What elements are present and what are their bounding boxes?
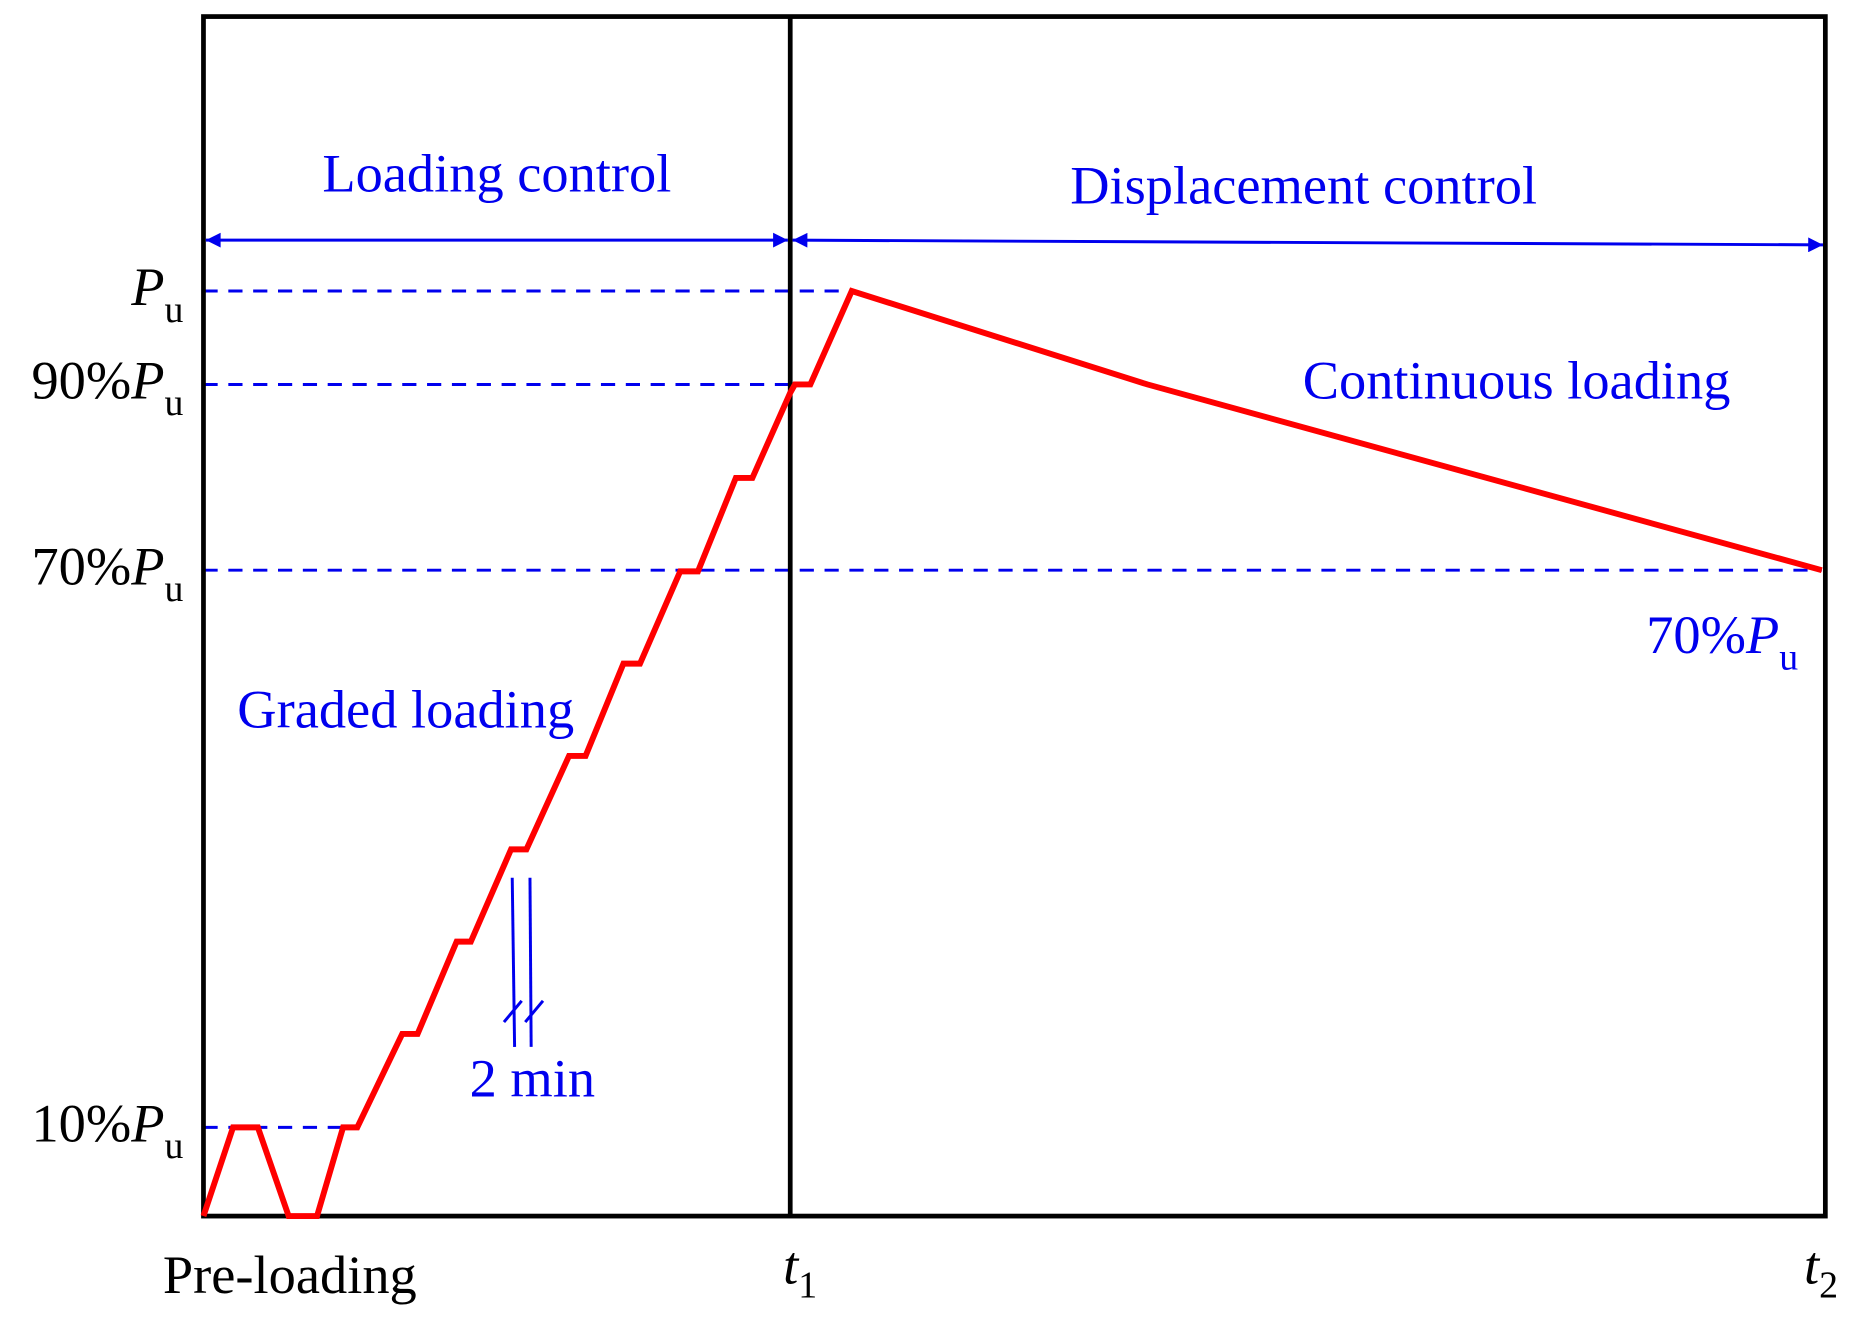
level-label: Pu — [130, 257, 183, 331]
subscript: 1 — [798, 1265, 817, 1307]
end-level-label: 70%Pu — [1646, 605, 1798, 679]
level-lines — [203, 289, 1822, 1129]
marker-tick — [502, 999, 523, 1024]
marker-tick — [524, 999, 545, 1024]
marker-line — [528, 877, 533, 1047]
prefix: 10% — [31, 1094, 131, 1154]
prefix: 90% — [31, 351, 131, 411]
annotation: 2 min — [470, 1049, 595, 1109]
symbol: P — [1745, 605, 1779, 665]
symbol: P — [130, 536, 164, 596]
marker-line — [510, 877, 517, 1047]
prefix: 70% — [1646, 605, 1746, 665]
interval-marker — [502, 877, 545, 1047]
time-label: t1 — [783, 1236, 817, 1307]
annotation: Pre-loading — [163, 1245, 417, 1305]
level-label: 10%Pu — [31, 1094, 183, 1168]
symbol: P — [130, 257, 164, 317]
region-label: Loading control — [322, 144, 671, 204]
annotation: Graded loading — [237, 680, 574, 740]
level-label: 90%Pu — [31, 351, 183, 425]
annotation: Continuous loading — [1303, 351, 1731, 411]
symbol: t — [1804, 1236, 1821, 1296]
subscript: u — [164, 289, 183, 331]
time-label: t2 — [1804, 1236, 1838, 1307]
region-label: Displacement control — [1070, 155, 1537, 215]
load-curve — [200, 287, 1823, 1220]
level-label: 70%Pu — [31, 536, 183, 610]
prefix: 70% — [31, 536, 131, 596]
subscript: u — [1779, 637, 1798, 679]
region-arrow — [792, 232, 1823, 253]
subscript: u — [164, 568, 183, 610]
symbol: P — [130, 351, 164, 411]
symbol: P — [130, 1094, 164, 1154]
subscript: 2 — [1819, 1265, 1838, 1307]
subscript: u — [164, 382, 183, 424]
subscript: u — [164, 1125, 183, 1167]
symbol: t — [783, 1236, 800, 1296]
frame — [201, 14, 1828, 1219]
